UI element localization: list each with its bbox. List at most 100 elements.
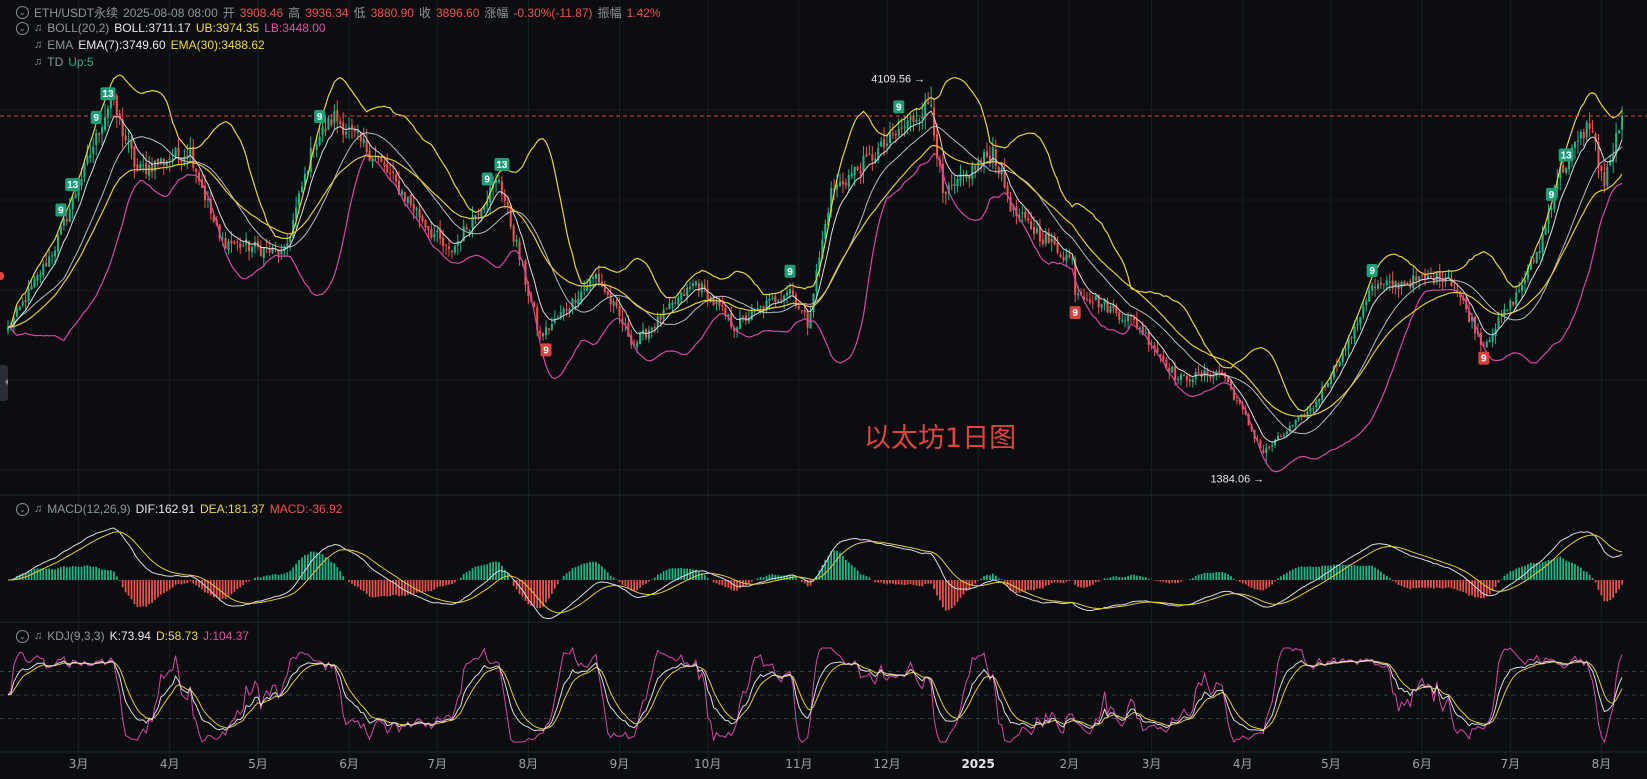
collapse-icon[interactable]: ⌄ xyxy=(16,629,29,643)
datetime-label: 2025-08-08 08:00 xyxy=(123,5,218,20)
candle-body xyxy=(512,225,515,242)
x-tick-label: 8月 xyxy=(1592,757,1612,771)
candle-body xyxy=(597,273,600,283)
boll-name[interactable]: BOLL(20,2) xyxy=(47,21,110,35)
candle-body xyxy=(1568,156,1571,170)
candle-body xyxy=(177,147,180,156)
x-tick-label: 3月 xyxy=(1142,757,1162,771)
bell-icon[interactable]: ♫ xyxy=(34,22,43,34)
candle-body xyxy=(1144,332,1147,334)
candle-body xyxy=(15,308,18,317)
bell-icon[interactable]: ♫ xyxy=(34,56,43,68)
candle-body xyxy=(356,130,359,133)
bell-icon[interactable]: ♫ xyxy=(34,503,43,515)
candle-body xyxy=(483,205,486,210)
candle-body xyxy=(347,127,351,130)
candle-body xyxy=(606,291,609,296)
x-tick-label: 4月 xyxy=(1233,757,1253,771)
td-marker: 13 xyxy=(494,158,510,172)
candle-body xyxy=(1221,372,1224,374)
candle-body xyxy=(765,300,768,312)
candle-body xyxy=(583,288,586,291)
candle-body xyxy=(1065,254,1068,262)
candle-body xyxy=(697,283,700,291)
boll-legend: ⌄ ♫ BOLL(20,2) BOLL:3711.17 UB:3974.35 L… xyxy=(16,21,326,35)
x-tick-label: 3月 xyxy=(69,757,89,771)
candle-body xyxy=(42,264,45,276)
candle-body xyxy=(724,307,727,316)
td-marker-label: 13 xyxy=(496,160,508,171)
candle-body xyxy=(1515,292,1518,305)
candle-body xyxy=(647,330,650,339)
bell-icon[interactable]: ♫ xyxy=(34,39,43,51)
ema-name[interactable]: EMA xyxy=(47,38,74,52)
candle-body xyxy=(1282,434,1285,436)
candle-body xyxy=(1585,122,1588,137)
candle-body xyxy=(515,239,518,242)
candle-body xyxy=(109,98,112,109)
candle-body xyxy=(115,95,118,116)
x-tick-label: 5月 xyxy=(1321,757,1341,771)
candle-body xyxy=(903,126,906,128)
td-marker-label: 13 xyxy=(1561,151,1573,162)
symbol-label[interactable]: ETH/USDT永续 xyxy=(34,6,119,20)
candle-body xyxy=(1306,411,1309,418)
td-marker: 9 xyxy=(90,111,102,125)
candle-body xyxy=(1374,286,1377,289)
candle-body xyxy=(912,115,915,123)
candle-body xyxy=(236,241,239,243)
candle-body xyxy=(847,175,850,187)
candle-body xyxy=(27,288,30,302)
collapse-icon[interactable]: ⌄ xyxy=(16,502,29,516)
candle-body xyxy=(1338,362,1341,366)
td-marker: 9 xyxy=(1478,351,1490,365)
collapse-icon[interactable]: ⌄ xyxy=(16,21,29,35)
candle-body xyxy=(509,204,512,227)
candle-body xyxy=(318,136,321,145)
candle-body xyxy=(186,155,189,158)
candle-body xyxy=(1435,271,1438,283)
candle-body xyxy=(83,163,86,178)
candle-body xyxy=(730,313,733,327)
low-label: 低 xyxy=(353,6,366,20)
candle-body xyxy=(683,293,686,296)
macd-dif-line xyxy=(7,527,1623,620)
candle-body xyxy=(924,100,927,118)
bell-icon[interactable]: ♫ xyxy=(34,630,43,642)
candle-body xyxy=(1206,370,1209,377)
x-tick-label: 2月 xyxy=(1059,757,1079,771)
candle-body xyxy=(1365,300,1368,306)
candle-body xyxy=(92,146,95,154)
td-marker-label: 13 xyxy=(102,89,114,100)
candle-body xyxy=(747,318,750,322)
candle-body xyxy=(1121,319,1124,321)
candle-body xyxy=(48,256,51,267)
macd-name[interactable]: MACD(12,26,9) xyxy=(47,502,131,516)
candle-body xyxy=(639,333,642,344)
candle-body xyxy=(953,183,956,186)
candle-body xyxy=(103,117,107,130)
candle-body xyxy=(24,299,27,303)
candle-body xyxy=(124,135,127,141)
candle-body xyxy=(1009,196,1012,212)
candle-body xyxy=(841,181,844,185)
candle-body xyxy=(389,172,392,174)
candle-body xyxy=(174,148,177,158)
td-marker-box xyxy=(55,203,67,217)
candle-body xyxy=(74,194,77,199)
candle-body xyxy=(1215,371,1218,377)
candle-body xyxy=(233,241,236,244)
candle-body xyxy=(6,327,10,331)
collapse-icon[interactable]: ⌄ xyxy=(16,6,29,19)
td-marker: 13 xyxy=(65,178,81,192)
side-panel-handle[interactable] xyxy=(0,365,8,401)
ema30-line xyxy=(7,144,1623,417)
kdj-name[interactable]: KDJ(9,3,3) xyxy=(47,629,105,643)
candle-body xyxy=(800,310,803,312)
candle-body xyxy=(991,147,994,163)
candle-body xyxy=(86,156,89,164)
open-value: 3908.46 xyxy=(239,5,284,20)
td-name[interactable]: TD xyxy=(47,55,64,69)
candle-body xyxy=(686,287,689,297)
